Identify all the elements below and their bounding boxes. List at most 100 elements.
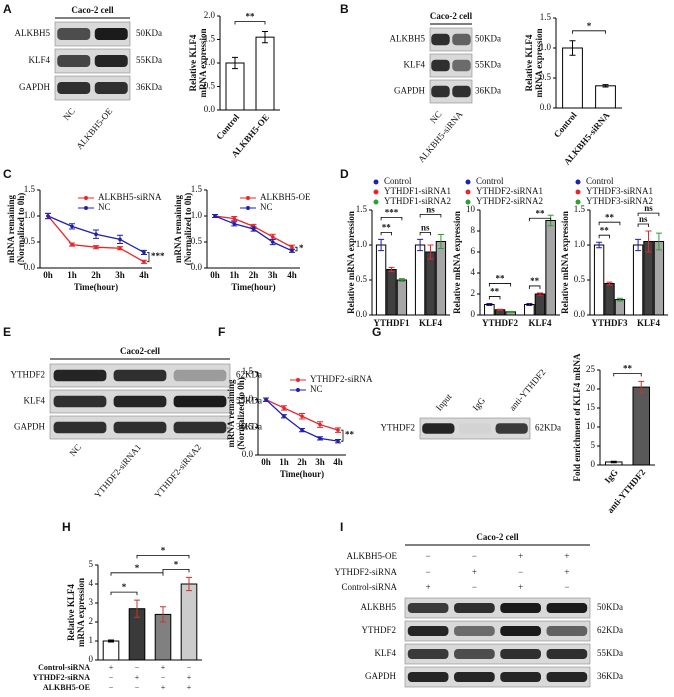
condition-mark: − <box>472 582 477 592</box>
point <box>264 397 268 402</box>
x-tick-label: 0h <box>261 457 271 467</box>
size-label: 50KDa <box>136 28 162 38</box>
y-tick-label: 1.5 <box>574 204 586 214</box>
point <box>300 414 304 419</box>
significance-label: ns <box>639 214 648 224</box>
panel-label: I <box>340 520 343 534</box>
significance-label: * <box>161 545 166 555</box>
error-bar <box>262 31 268 44</box>
x-tick-label: 2h <box>297 457 307 467</box>
condition-mark: + <box>135 673 140 682</box>
y-axis-label: mRNA remaining <box>173 194 183 263</box>
point <box>336 428 340 432</box>
legend-marker <box>296 388 300 392</box>
bar <box>396 279 408 316</box>
significance-bracket <box>488 283 512 287</box>
band <box>53 395 107 408</box>
y-axis-label: (Normalized to 0h) <box>236 377 246 449</box>
bar <box>595 85 616 109</box>
band <box>500 603 541 613</box>
point <box>46 214 50 218</box>
y-tick-label: 25 <box>586 364 596 374</box>
y-tick-label: 8 <box>471 225 476 235</box>
band <box>113 421 167 434</box>
legend-label: YTHDF1-siRNA2 <box>384 196 451 206</box>
size-label: 50KDa <box>475 34 501 44</box>
band <box>495 423 528 434</box>
point <box>118 246 122 251</box>
error-bar <box>616 297 623 302</box>
condition-mark: + <box>161 683 166 692</box>
condition-mark: − <box>564 582 569 592</box>
y-tick-label: 0.5 <box>540 72 552 82</box>
band <box>431 33 450 46</box>
x-tick-label: KLF4 <box>419 318 443 328</box>
series-line <box>214 215 293 252</box>
protein-label: YTHDF2 <box>361 625 396 635</box>
point <box>142 250 146 255</box>
y-tick-label: 2 <box>89 616 94 626</box>
band <box>94 55 128 67</box>
legend-marker <box>373 189 379 195</box>
significance-bracket <box>637 223 649 227</box>
condition-mark: − <box>426 551 431 561</box>
error-bar <box>638 380 645 394</box>
error-bar <box>507 310 514 313</box>
band <box>454 626 495 636</box>
legend-marker <box>84 206 88 210</box>
y-tick-label: 1.5 <box>24 184 36 194</box>
point <box>336 439 340 443</box>
condition-mark: − <box>426 567 431 577</box>
y-tick-label: 20 <box>586 383 596 393</box>
significance-bracket <box>136 554 190 559</box>
condition-mark: + <box>472 567 477 577</box>
legend-marker <box>373 199 379 205</box>
y-tick-label: 1.0 <box>540 42 552 52</box>
band <box>57 28 91 40</box>
legend-label: Control <box>586 176 614 186</box>
blot-strip <box>404 620 591 642</box>
y-tick-label: 4 <box>89 578 94 588</box>
significance-label: * <box>174 559 179 569</box>
significance-bracket <box>380 232 392 236</box>
legend-marker <box>246 206 250 210</box>
panel-label: A <box>3 2 12 16</box>
x-tick-label: 1h <box>229 270 239 280</box>
size-label: 62KDa <box>236 370 262 380</box>
x-tick-label: 4h <box>287 270 297 280</box>
condition-mark: + <box>426 582 431 592</box>
bar <box>545 220 556 316</box>
legend-marker <box>373 179 379 185</box>
y-tick-label: 1.0 <box>242 394 254 404</box>
legend-marker <box>575 199 581 205</box>
point <box>94 232 98 236</box>
condition-mark: − <box>472 551 477 561</box>
band <box>454 672 495 682</box>
bar <box>102 640 120 661</box>
x-tick-label: 3h <box>115 270 125 280</box>
y-tick-label: 0.0 <box>191 262 203 272</box>
point <box>318 422 322 427</box>
x-tick-label: YTHDF1 <box>374 318 411 328</box>
band <box>454 649 495 659</box>
condition-name: ALKBH5-OE <box>347 551 398 561</box>
y-tick-label: 15 <box>586 402 596 412</box>
protein-label: ALKBH5 <box>361 602 397 612</box>
legend-marker <box>465 179 471 185</box>
condition-mark: + <box>187 673 192 682</box>
band <box>500 649 541 659</box>
band <box>546 672 588 682</box>
legend-label: ALKBH5-OE <box>260 192 311 202</box>
significance-label: ** <box>345 430 355 440</box>
legend-marker <box>465 189 471 195</box>
condition-mark: + <box>564 551 569 561</box>
y-tick-label: 0.0 <box>24 262 36 272</box>
bar <box>375 244 387 316</box>
band <box>57 82 91 94</box>
band <box>452 33 471 46</box>
condition-name: ALKBH5-OE <box>43 683 90 692</box>
bar <box>632 386 650 466</box>
point <box>232 222 237 226</box>
error-bar <box>417 238 424 252</box>
band <box>422 423 455 434</box>
